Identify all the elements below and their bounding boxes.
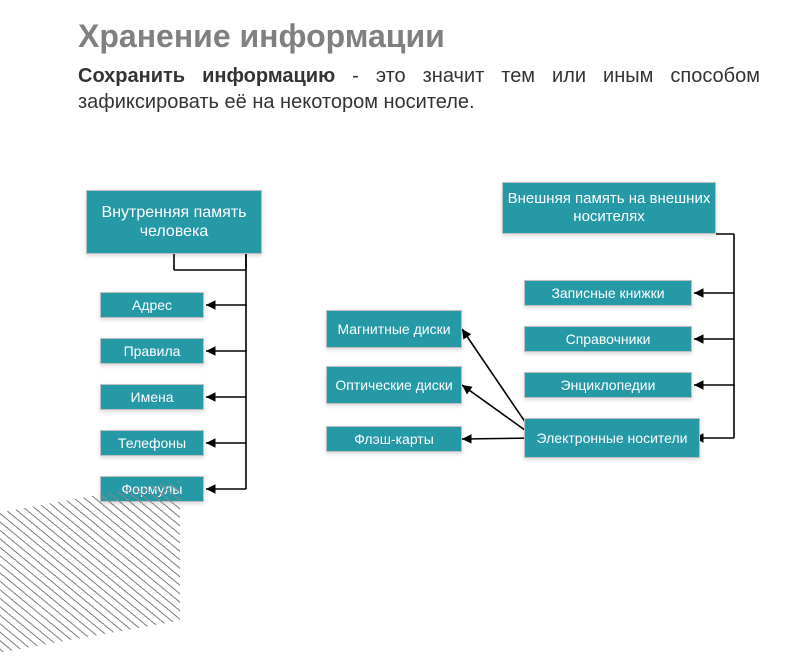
node-rules: Правила — [100, 338, 204, 364]
node-emedia: Электронные носители — [524, 418, 700, 458]
node-internal: Внутренняя память человека — [86, 190, 262, 254]
slide-subtitle: Сохранить информацию - это значит тем ил… — [0, 63, 800, 115]
node-names: Имена — [100, 384, 204, 410]
node-phones: Телефоны — [100, 430, 204, 456]
subtitle-bold: Сохранить информацию — [78, 65, 335, 87]
node-opt: Оптические диски — [326, 366, 462, 404]
node-flash: Флэш-карты — [326, 426, 462, 452]
node-refs: Справочники — [524, 326, 692, 352]
corner-decoration — [0, 481, 180, 659]
node-mag: Магнитные диски — [326, 310, 462, 348]
node-external: Внешняя память на внешних носителях — [502, 182, 716, 234]
node-ency: Энциклопедии — [524, 372, 692, 398]
node-notes: Записные книжки — [524, 280, 692, 306]
slide-title: Хранение информации — [0, 0, 800, 63]
node-addr: Адрес — [100, 292, 204, 318]
